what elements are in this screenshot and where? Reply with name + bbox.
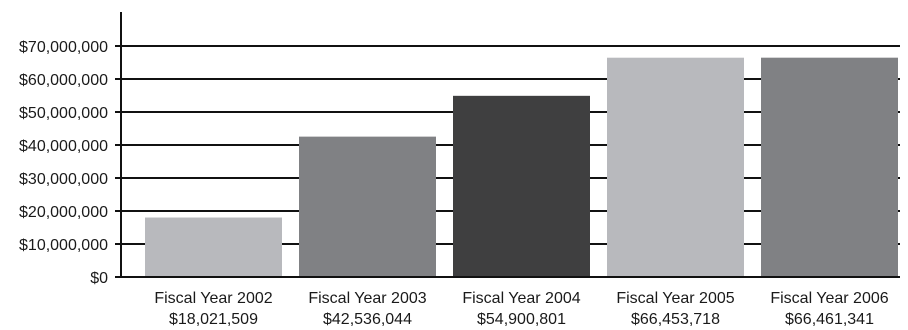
bar	[607, 57, 744, 278]
axes	[115, 12, 900, 278]
y-tick-label: $40,000,000	[19, 138, 108, 155]
x-category-label: Fiscal Year 2005	[616, 290, 734, 307]
labels: $0 $10,000,000 $20,000,000 $30,000,000 $40,0…	[19, 39, 889, 328]
x-category-label: Fiscal Year 2002	[154, 290, 272, 307]
bar	[453, 95, 590, 277]
y-tick-label: $70,000,000	[19, 39, 108, 56]
bar-value-label: $66,453,718	[631, 311, 720, 328]
y-tick-label: $20,000,000	[19, 204, 108, 221]
bar-value-label: $54,900,801	[477, 311, 566, 328]
y-tick-label: $0	[90, 270, 108, 287]
y-tick-label: $10,000,000	[19, 237, 108, 254]
bar	[761, 57, 898, 277]
bar-value-label: $18,021,509	[169, 311, 258, 328]
bar	[145, 217, 282, 277]
bar-value-label: $42,536,044	[323, 311, 412, 328]
y-tick-label: $60,000,000	[19, 72, 108, 89]
bar-value-label: $66,461,341	[785, 311, 874, 328]
x-category-label: Fiscal Year 2006	[770, 290, 888, 307]
y-tick-label: $50,000,000	[19, 105, 108, 122]
bar	[299, 136, 436, 277]
y-tick-label: $30,000,000	[19, 171, 108, 188]
x-category-label: Fiscal Year 2003	[308, 290, 426, 307]
bars	[145, 57, 898, 278]
x-category-label: Fiscal Year 2004	[462, 290, 580, 307]
